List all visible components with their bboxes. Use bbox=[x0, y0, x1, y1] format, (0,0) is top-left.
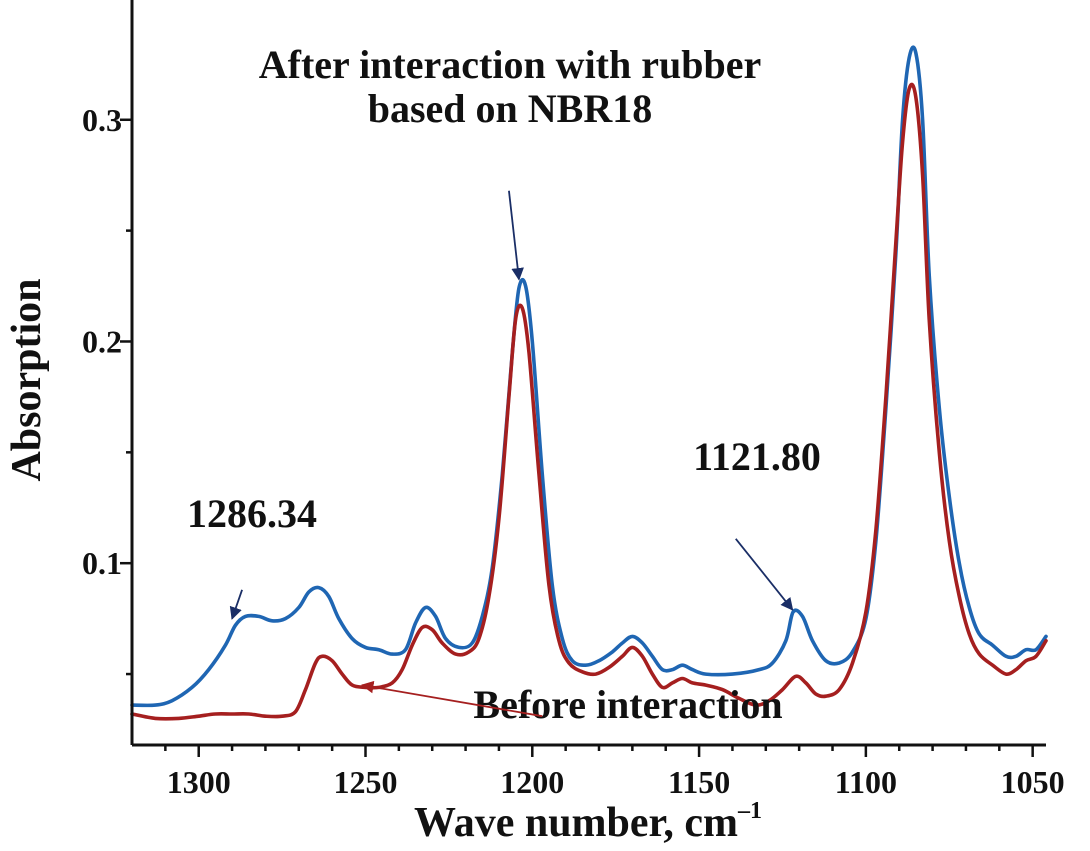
annotation-1121-label: 1121.80 bbox=[693, 434, 821, 479]
annotation-before-interaction-arrow bbox=[360, 680, 543, 718]
x-tick-label: 1250 bbox=[334, 764, 398, 800]
annotation-after-interaction-label: based on NBR18 bbox=[368, 86, 653, 131]
annotation-after-interaction-label: After interaction with rubber bbox=[259, 42, 762, 87]
x-tick-label: 1100 bbox=[835, 764, 897, 800]
series-line-after-interaction bbox=[130, 45, 1048, 708]
annotation-after-interaction-arrow bbox=[508, 190, 524, 281]
x-tick-label: 1150 bbox=[668, 764, 730, 800]
x-tick-label: 1050 bbox=[1001, 764, 1065, 800]
plot-area bbox=[130, 45, 1048, 721]
y-tick-label: 0.1 bbox=[82, 545, 122, 581]
y-axis-title: Absorption bbox=[4, 278, 50, 481]
x-tick-label: 1300 bbox=[167, 764, 231, 800]
series-line-before-interaction bbox=[130, 82, 1048, 721]
annotation-before-interaction-label: Before interaction bbox=[473, 682, 782, 727]
y-tick-label: 0.2 bbox=[82, 323, 122, 359]
x-axis-title: Wave number, cm–1 bbox=[414, 798, 762, 846]
annotation-1121-arrow bbox=[735, 538, 794, 611]
x-tick-label: 1200 bbox=[500, 764, 564, 800]
annotation-1286-label: 1286.34 bbox=[187, 491, 317, 536]
x-axis-title-superscript: –1 bbox=[737, 798, 762, 824]
annotation-1286-arrow bbox=[229, 589, 243, 620]
y-tick-label: 0.3 bbox=[82, 102, 122, 138]
axes: 1300 1250 1200 1150 1100 1050 0.1 0.2 0.3 Wave nu… bbox=[4, 0, 1065, 846]
